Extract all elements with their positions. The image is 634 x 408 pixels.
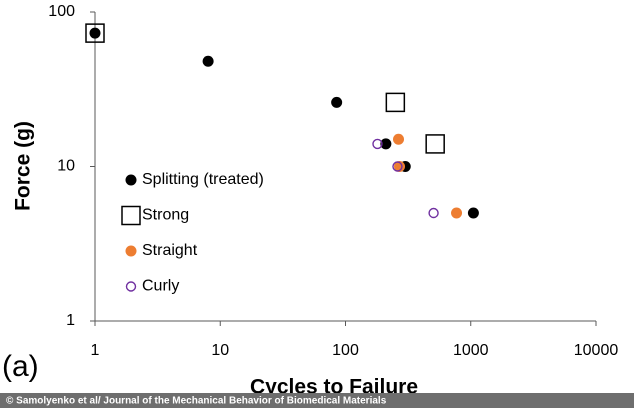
- point: [385, 92, 406, 113]
- x-tick-label: 10: [211, 342, 229, 359]
- legend-marker: [125, 281, 137, 292]
- point: [85, 23, 105, 43]
- point: [202, 55, 214, 67]
- x-tick-label: 10000: [574, 342, 619, 359]
- point: [89, 27, 101, 39]
- point: [394, 161, 406, 172]
- point: [372, 138, 383, 150]
- source: © Samolyenko et al/ Journal of the Mecha…: [6, 396, 387, 407]
- point: [428, 207, 439, 219]
- x-tick-label: 1: [91, 342, 100, 359]
- point: [380, 138, 392, 150]
- y-tick-label: 100: [48, 3, 75, 20]
- legend-marker: [121, 205, 141, 226]
- x-tick-label: 1000: [453, 342, 489, 359]
- point: [425, 134, 445, 154]
- point: [393, 133, 405, 145]
- x-axis-title: Cycles to Failure: [250, 376, 418, 399]
- legend-label: Strong: [142, 207, 189, 224]
- legend-label: Curly: [142, 278, 179, 295]
- source-bar: [0, 393, 634, 408]
- x-tick-label: 100: [332, 342, 359, 359]
- legend-marker: [125, 174, 137, 186]
- point: [331, 96, 343, 108]
- legend-marker: [125, 245, 137, 257]
- y-tick-label: 1: [66, 312, 75, 329]
- legend-label: Splitting (treated): [142, 171, 264, 188]
- point: [451, 207, 463, 219]
- point: [392, 161, 403, 172]
- legend-label: Straight: [142, 242, 198, 259]
- point: [467, 207, 479, 219]
- y-axis-title: Force (g): [12, 121, 35, 211]
- panel-label: (a): [2, 350, 39, 383]
- y-tick-label: 10: [57, 158, 75, 175]
